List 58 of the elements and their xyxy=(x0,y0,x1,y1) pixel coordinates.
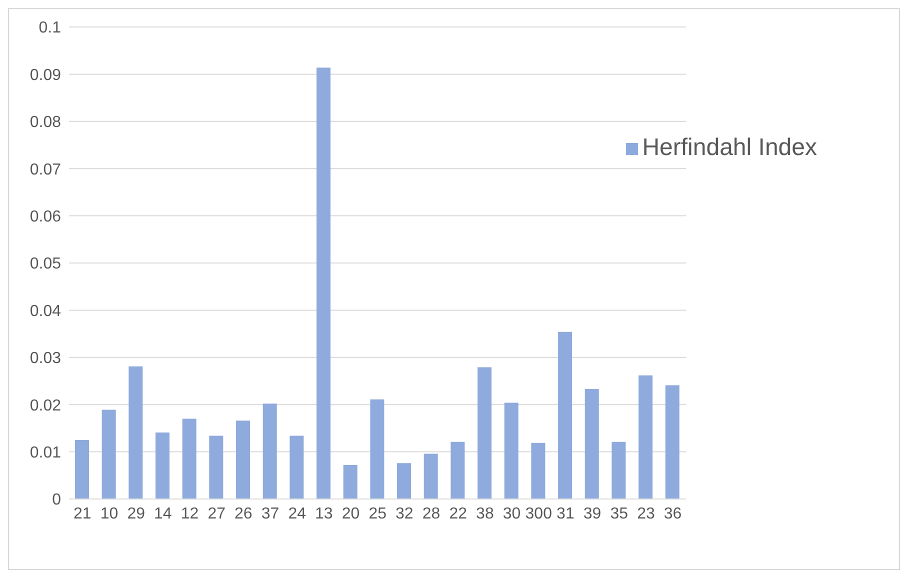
x-tick-label: 35 xyxy=(610,505,628,522)
bar xyxy=(156,432,170,499)
x-tick-label: 32 xyxy=(396,505,414,522)
x-tick-label: 39 xyxy=(583,505,602,522)
bar xyxy=(128,366,143,499)
y-tick-label: 0.02 xyxy=(30,397,62,414)
y-tick-label: 0.08 xyxy=(30,114,62,132)
bar xyxy=(478,367,492,499)
bar xyxy=(531,442,546,499)
x-tick-label: 28 xyxy=(422,505,440,522)
x-tick-label: 12 xyxy=(180,505,199,522)
bar xyxy=(370,399,384,499)
bar xyxy=(665,385,680,499)
x-tick-label: 27 xyxy=(208,505,226,522)
x-tick-label: 23 xyxy=(637,505,655,522)
y-tick-label: 0.04 xyxy=(30,302,62,320)
bar xyxy=(236,420,250,499)
x-tick-label: 25 xyxy=(368,505,387,522)
x-tick-label: 10 xyxy=(100,505,118,522)
y-tick-label: 0.05 xyxy=(30,256,62,273)
x-tick-label: 26 xyxy=(234,505,252,522)
x-tick-label: 31 xyxy=(556,505,574,522)
y-tick-label: 0 xyxy=(52,492,62,509)
bar xyxy=(424,454,438,499)
bar xyxy=(612,442,626,499)
x-tick-label: 36 xyxy=(664,505,682,522)
legend-label: Herfindahl Index xyxy=(642,134,817,161)
x-tick-label: 38 xyxy=(476,505,494,522)
bar xyxy=(316,68,331,499)
x-tick-label: 14 xyxy=(154,505,172,522)
bar xyxy=(75,440,89,499)
bar xyxy=(102,410,116,499)
y-tick-label: 0.06 xyxy=(30,208,62,226)
y-tick-label: 0.01 xyxy=(30,444,62,462)
x-tick-label: 37 xyxy=(261,505,280,522)
bar xyxy=(262,404,277,499)
x-tick-label: 24 xyxy=(288,505,306,522)
y-tick-label: 0.09 xyxy=(30,66,62,84)
bar xyxy=(450,442,465,499)
x-tick-label: 30 xyxy=(502,505,521,522)
bar xyxy=(182,418,196,499)
bar xyxy=(638,375,653,499)
bar xyxy=(209,436,224,499)
bar xyxy=(504,402,518,499)
y-tick-label: 0.07 xyxy=(30,161,62,178)
bar xyxy=(343,465,358,499)
x-tick-label: 29 xyxy=(127,505,146,522)
x-tick-label: 21 xyxy=(74,505,92,522)
bar xyxy=(584,389,599,499)
x-tick-label: 300 xyxy=(525,505,552,522)
bar xyxy=(397,463,412,499)
y-tick-label: 0.03 xyxy=(30,350,62,368)
x-tick-label: 20 xyxy=(342,505,360,522)
x-tick-label: 13 xyxy=(315,505,333,522)
x-tick-label: 22 xyxy=(449,505,468,522)
y-tick-label: 0.1 xyxy=(38,20,62,37)
bar xyxy=(290,436,304,499)
bar xyxy=(558,332,572,499)
